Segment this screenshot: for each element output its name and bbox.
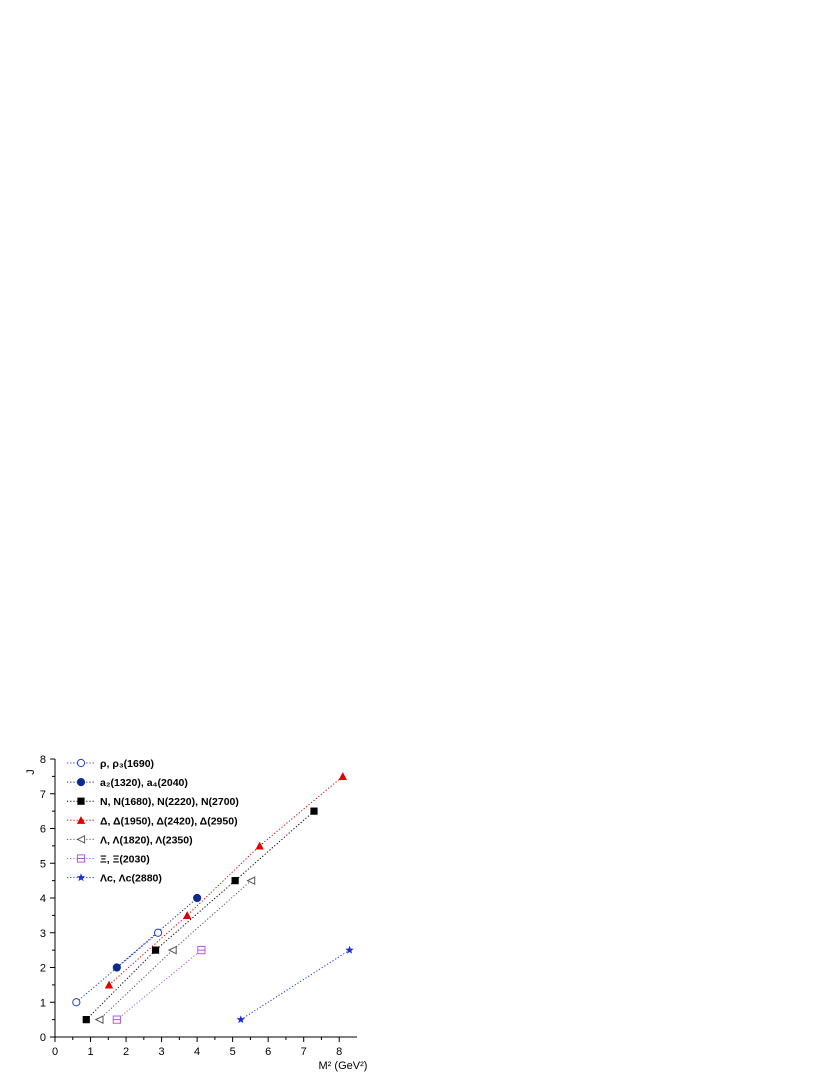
data-point-3-0 — [104, 980, 114, 989]
x-tick-label: 2 — [123, 1046, 129, 1058]
data-point-1-1 — [193, 893, 202, 903]
legend-label-6: Λc, Λc(2880) — [100, 873, 162, 885]
y-tick-label: 3 — [40, 928, 46, 940]
data-point-5-1 — [197, 946, 206, 955]
series-lines — [75, 775, 350, 1021]
legend-label-0: ρ, ρ₃(1690) — [100, 758, 154, 770]
y-axis-label: J — [25, 769, 37, 775]
y-tick-label: 6 — [40, 824, 46, 836]
data-point-2-1 — [151, 946, 160, 954]
legend-marker-6 — [76, 873, 86, 882]
series-line-2 — [85, 810, 315, 1020]
legend-label-1: a₂(1320), a₄(2040) — [100, 777, 188, 789]
data-point-2-3 — [310, 807, 318, 815]
legend-marker-3 — [76, 816, 86, 824]
data-point-0-1 — [153, 928, 163, 937]
y-tick-label: 5 — [40, 858, 46, 870]
x-tick-label: 6 — [265, 1046, 271, 1058]
data-point-1-0 — [112, 963, 121, 972]
y-tick-label: 7 — [40, 789, 46, 801]
x-tick-label: 5 — [230, 1046, 236, 1058]
data-point-6-1 — [345, 945, 354, 954]
y-tick-label: 2 — [40, 963, 46, 975]
x-tick-label: 7 — [301, 1046, 307, 1058]
legend-marker-5 — [76, 854, 86, 863]
series-line-5 — [116, 949, 202, 1021]
data-point-4-2 — [246, 876, 256, 886]
data-point-4-1 — [167, 945, 177, 955]
legend: ρ, ρ₃(1690) a₂(1320), a₄(2040) N, N(1680),… — [67, 758, 239, 885]
data-point-4-0 — [94, 1015, 104, 1025]
x-tick-label: 4 — [194, 1046, 200, 1058]
data-point-0-0 — [72, 998, 81, 1007]
legend-label-4: Λ, Λ(1820), Λ(2350) — [100, 834, 193, 846]
series-line-3 — [108, 775, 344, 986]
x-tick-label: 3 — [159, 1046, 165, 1058]
series-line-6 — [240, 949, 350, 1021]
legend-label-3: Δ, Δ(1950), Δ(2420), Δ(2950) — [100, 815, 238, 827]
y-tick-label: 0 — [40, 1032, 46, 1044]
data-point-3-3 — [338, 772, 347, 780]
y-tick-label: 8 — [40, 754, 46, 766]
series-markers — [72, 772, 354, 1025]
data-point-2-2 — [231, 877, 239, 885]
legend-label-5: Ξ, Ξ(2030) — [100, 854, 150, 866]
data-point-2-0 — [82, 1016, 90, 1024]
data-point-3-2 — [255, 841, 264, 850]
data-point-3-1 — [182, 911, 192, 919]
legend-marker-1 — [76, 778, 86, 787]
legend-label-2: N, N(1680), N(2220), N(2700) — [100, 796, 239, 808]
data-point-6-0 — [236, 1015, 245, 1024]
x-axis-label: M² (GeV²) — [319, 1060, 368, 1072]
axis-ticks: 0 1 2 3 4 5 6 7 8 0 1 2 3 4 5 6 7 8 — [40, 754, 342, 1058]
y-tick-label: 1 — [40, 997, 46, 1009]
data-point-5-0 — [112, 1015, 121, 1024]
x-tick-label: 8 — [336, 1046, 342, 1058]
legend-marker-4 — [76, 834, 86, 844]
y-tick-label: 4 — [40, 893, 46, 905]
legend-marker-2 — [77, 797, 85, 805]
x-tick-label: 1 — [87, 1046, 93, 1058]
x-tick-label: 0 — [52, 1046, 58, 1058]
legend-marker-0 — [76, 758, 86, 768]
